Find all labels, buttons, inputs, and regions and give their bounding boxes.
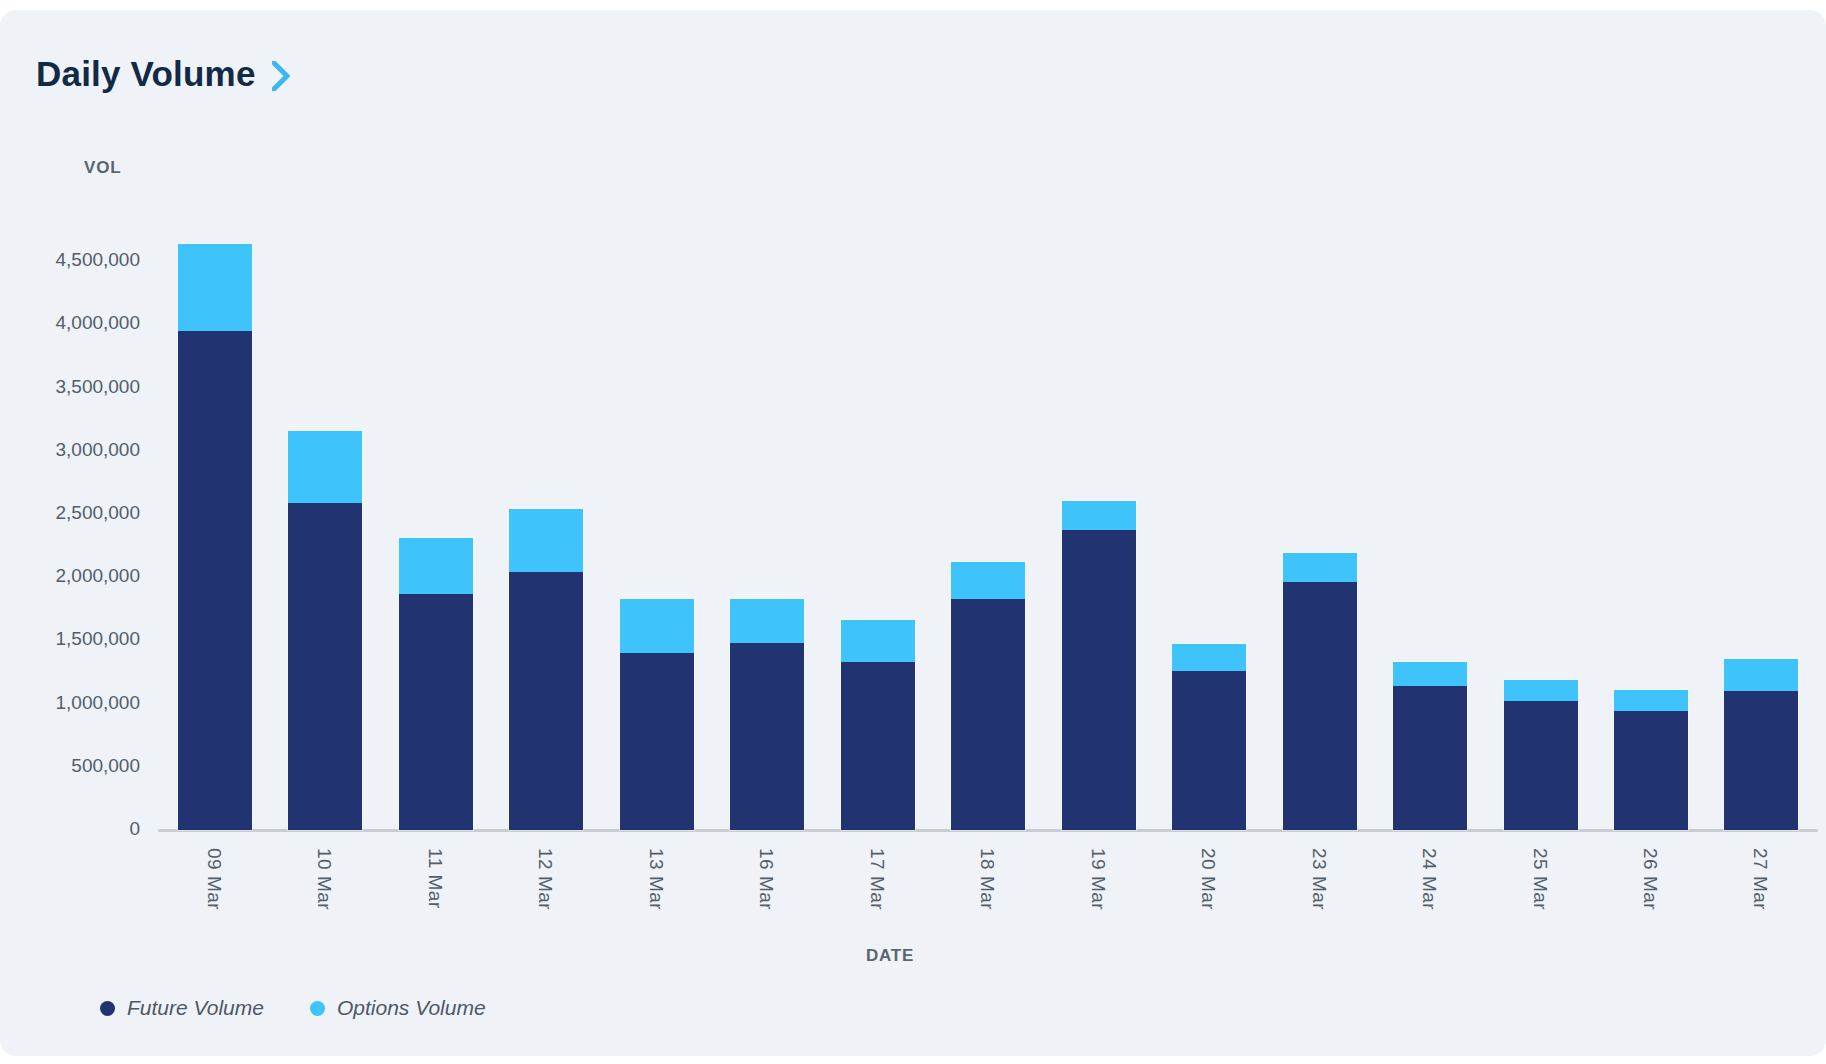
y-tick-label: 1,500,000 [0, 628, 140, 650]
chart-legend: Future Volume Options Volume [100, 996, 532, 1020]
bar-segment-options[interactable] [399, 538, 473, 594]
bar-segment-future[interactable] [1614, 711, 1688, 830]
x-tick-label: 10 Mar [313, 848, 335, 910]
stacked-bar-24-mar[interactable] [1392, 661, 1468, 831]
y-tick-label: 4,000,000 [0, 312, 140, 334]
bar-segment-options[interactable] [509, 509, 583, 572]
chevron-right-icon[interactable] [272, 61, 290, 91]
stacked-bar-20-mar[interactable] [1171, 643, 1247, 831]
stacked-bar-11-mar[interactable] [398, 537, 474, 831]
x-tick-label: 11 Mar [424, 848, 446, 909]
stacked-bar-27-mar[interactable] [1723, 658, 1799, 831]
y-tick-label: 500,000 [0, 755, 140, 777]
x-tick-label: 19 Mar [1087, 848, 1109, 910]
x-tick-label: 24 Mar [1418, 848, 1440, 910]
stacked-bar-17-mar[interactable] [840, 619, 916, 831]
bar-segment-future[interactable] [399, 594, 473, 830]
bar-segment-future[interactable] [1393, 686, 1467, 830]
stacked-bar-09-mar[interactable] [177, 243, 253, 831]
y-tick-label: 0 [0, 818, 140, 840]
stacked-bar-16-mar[interactable] [729, 598, 805, 831]
x-tick-label: 27 Mar [1749, 848, 1771, 910]
x-tick-label: 18 Mar [976, 848, 998, 910]
bar-segment-options[interactable] [1504, 680, 1578, 701]
y-axis-title: VOL [84, 158, 121, 178]
bar-segment-options[interactable] [1283, 553, 1357, 582]
bar-segment-options[interactable] [1724, 659, 1798, 691]
daily-volume-card: Daily Volume VOL 0 500,000 1,000,000 1,500,… [0, 10, 1826, 1056]
bar-segment-options[interactable] [1172, 644, 1246, 671]
x-tick-label: 09 Mar [203, 848, 225, 910]
legend-label: Options Volume [337, 996, 486, 1020]
x-tick-label: 26 Mar [1639, 848, 1661, 910]
x-axis-title: DATE [866, 946, 914, 966]
stacked-bar-18-mar[interactable] [950, 561, 1026, 831]
x-tick-label: 20 Mar [1197, 848, 1219, 910]
y-tick-label: 2,000,000 [0, 565, 140, 587]
y-tick-label: 3,000,000 [0, 439, 140, 461]
legend-label: Future Volume [127, 996, 264, 1020]
bar-segment-future[interactable] [288, 503, 362, 830]
bar-segment-future[interactable] [178, 331, 252, 830]
x-tick-label: 12 Mar [534, 848, 556, 910]
x-tick-label: 23 Mar [1308, 848, 1330, 910]
bar-segment-options[interactable] [730, 599, 804, 643]
bar-segment-future[interactable] [841, 662, 915, 830]
bar-segment-options[interactable] [620, 599, 694, 653]
y-tick-label: 2,500,000 [0, 502, 140, 524]
bar-segment-future[interactable] [509, 572, 583, 830]
bar-segment-options[interactable] [1393, 662, 1467, 686]
stacked-bar-23-mar[interactable] [1282, 552, 1358, 831]
bar-segment-options[interactable] [951, 562, 1025, 599]
stacked-bar-10-mar[interactable] [287, 430, 363, 831]
x-tick-label: 25 Mar [1529, 848, 1551, 910]
stacked-bar-25-mar[interactable] [1503, 679, 1579, 831]
stacked-bar-12-mar[interactable] [508, 508, 584, 831]
bar-segment-options[interactable] [288, 431, 362, 503]
bar-segment-future[interactable] [1283, 582, 1357, 830]
bar-segment-options[interactable] [178, 244, 252, 331]
stacked-bar-26-mar[interactable] [1613, 689, 1689, 831]
x-tick-label: 13 Mar [645, 848, 667, 910]
bar-segment-options[interactable] [1062, 501, 1136, 530]
x-tick-label: 17 Mar [866, 848, 888, 910]
page-title: Daily Volume [36, 54, 256, 94]
legend-item-options-volume[interactable]: Options Volume [310, 996, 486, 1020]
bar-segment-future[interactable] [620, 653, 694, 830]
y-tick-label: 4,500,000 [0, 249, 140, 271]
chart-header: Daily Volume [36, 54, 290, 94]
y-tick-label: 3,500,000 [0, 376, 140, 398]
daily-volume-page: Daily Volume VOL 0 500,000 1,000,000 1,500,… [0, 0, 1826, 1064]
bar-segment-future[interactable] [1724, 691, 1798, 830]
x-tick-label: 16 Mar [755, 848, 777, 910]
stacked-bar-19-mar[interactable] [1061, 500, 1137, 831]
bar-segment-future[interactable] [1504, 701, 1578, 830]
y-tick-label: 1,000,000 [0, 692, 140, 714]
bar-segment-future[interactable] [1062, 530, 1136, 830]
future-volume-swatch-icon [100, 1001, 115, 1016]
bar-segment-future[interactable] [730, 643, 804, 830]
bar-segment-options[interactable] [841, 620, 915, 662]
stacked-bar-13-mar[interactable] [619, 598, 695, 831]
bar-segment-future[interactable] [951, 599, 1025, 830]
bar-segment-future[interactable] [1172, 671, 1246, 830]
legend-item-future-volume[interactable]: Future Volume [100, 996, 264, 1020]
bar-segment-options[interactable] [1614, 690, 1688, 711]
options-volume-swatch-icon [310, 1001, 325, 1016]
